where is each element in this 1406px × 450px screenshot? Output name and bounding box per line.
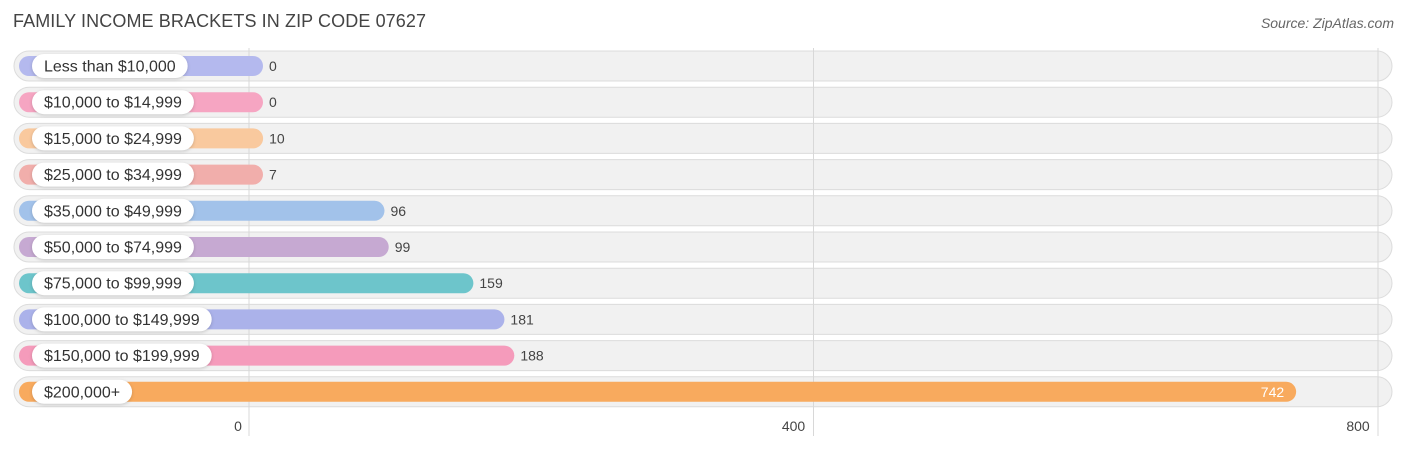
category-label: $15,000 to $24,999 [44, 131, 182, 148]
category-label: Less than $10,000 [44, 59, 176, 76]
x-tick-label: 800 [1346, 418, 1370, 434]
chart-title: FAMILY INCOME BRACKETS IN ZIP CODE 07627 [13, 11, 427, 31]
category-pill [32, 90, 194, 115]
category-pill [32, 307, 212, 332]
value-label: 181 [510, 311, 534, 327]
category-pill [32, 54, 188, 78]
bar-row: $25,000 to $34,999 7 [19, 162, 277, 187]
row-background [13, 122, 1393, 154]
category-pill [32, 235, 194, 259]
bar-row: $200,000+ 742 [19, 379, 1297, 404]
category-pill [32, 379, 133, 404]
value-label: 7 [269, 167, 277, 183]
bar-row: $15,000 to $24,999 10 [19, 126, 285, 151]
row-background [13, 159, 1393, 191]
category-label: $25,000 to $34,999 [44, 167, 182, 184]
value-label: 159 [479, 275, 503, 291]
x-axis-ticks: 0 400 800 [234, 418, 1370, 434]
category-label: $35,000 to $49,999 [44, 203, 182, 220]
row-background [13, 50, 1393, 82]
bar-row: $150,000 to $199,999 188 [19, 343, 544, 368]
category-label: $100,000 to $149,999 [44, 312, 200, 329]
bar-row: $35,000 to $49,999 96 [19, 198, 406, 223]
bar-row: $100,000 to $149,999 181 [19, 307, 534, 332]
value-label: 0 [269, 94, 277, 110]
value-label: 0 [269, 58, 277, 74]
row-background [13, 86, 1393, 118]
category-label: $50,000 to $74,999 [44, 240, 182, 257]
value-label: 99 [395, 239, 411, 255]
category-label: $150,000 to $199,999 [44, 348, 200, 365]
x-tick-label: 400 [782, 418, 806, 434]
category-label: $75,000 to $99,999 [44, 276, 182, 293]
chart-source: Source: ZipAtlas.com [1260, 15, 1394, 31]
value-label: 188 [520, 348, 544, 364]
value-label: 742 [1261, 384, 1285, 400]
value-label: 10 [269, 130, 285, 146]
bar-row: $10,000 to $14,999 0 [19, 90, 277, 115]
bars: Less than $10,000 0 $10,000 to $14,999 0 $15… [19, 54, 1297, 404]
category-label: $10,000 to $14,999 [44, 95, 182, 112]
category-pill [32, 126, 194, 151]
category-pill [32, 198, 194, 223]
category-pill [32, 271, 194, 296]
value-label: 96 [390, 203, 406, 219]
bar-row: $75,000 to $99,999 159 [19, 271, 503, 296]
x-tick-label: 0 [234, 418, 242, 434]
category-pill [32, 343, 212, 368]
category-label: $200,000+ [44, 384, 120, 401]
bar [19, 381, 1297, 402]
bar-row: Less than $10,000 0 [19, 54, 277, 78]
category-pill [32, 162, 194, 187]
bar-row: $50,000 to $74,999 99 [19, 235, 410, 259]
